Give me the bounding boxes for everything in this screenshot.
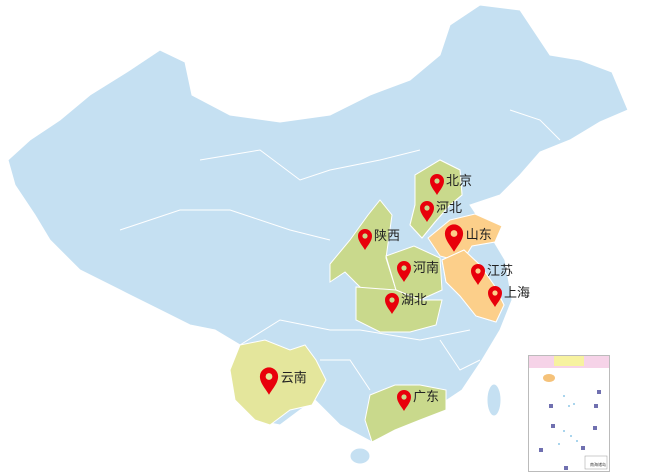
region-6[interactable] [441, 249, 505, 323]
region-label: 陕西 [374, 229, 401, 244]
map-pin-icon[interactable] [259, 367, 279, 395]
map-pin-icon[interactable] [385, 293, 399, 314]
china-outline [7, 4, 629, 443]
map-pin-icon[interactable] [397, 390, 411, 411]
map-pin-icon[interactable] [488, 286, 502, 307]
region-1[interactable] [409, 159, 463, 239]
map-pin-icon[interactable] [420, 201, 434, 222]
map-pin-icon[interactable] [471, 264, 485, 285]
region-7[interactable] [355, 286, 443, 333]
region-label: 河南 [413, 261, 440, 276]
region-label: 湖北 [401, 293, 428, 308]
region-label: 北京 [446, 174, 473, 189]
region-label: 河北 [436, 201, 463, 216]
region-9[interactable] [364, 384, 447, 443]
region-label: 上海 [504, 286, 531, 301]
inset-label: 南海诸岛 [590, 462, 606, 467]
south-china-sea-inset: 南海诸岛 [528, 355, 610, 472]
region-8[interactable] [229, 339, 327, 426]
map-pin-icon[interactable] [397, 261, 411, 282]
hainan [349, 447, 371, 465]
region-label: 云南 [280, 371, 307, 386]
taiwan [486, 383, 502, 417]
region-label: 江苏 [487, 264, 514, 279]
map-pin-icon[interactable] [444, 224, 464, 252]
map-pin-icon[interactable] [358, 229, 372, 250]
map-pin-icon[interactable] [430, 174, 444, 195]
region-3[interactable] [329, 199, 397, 303]
region-label: 山东 [465, 228, 492, 243]
region-label: 广东 [413, 390, 440, 405]
